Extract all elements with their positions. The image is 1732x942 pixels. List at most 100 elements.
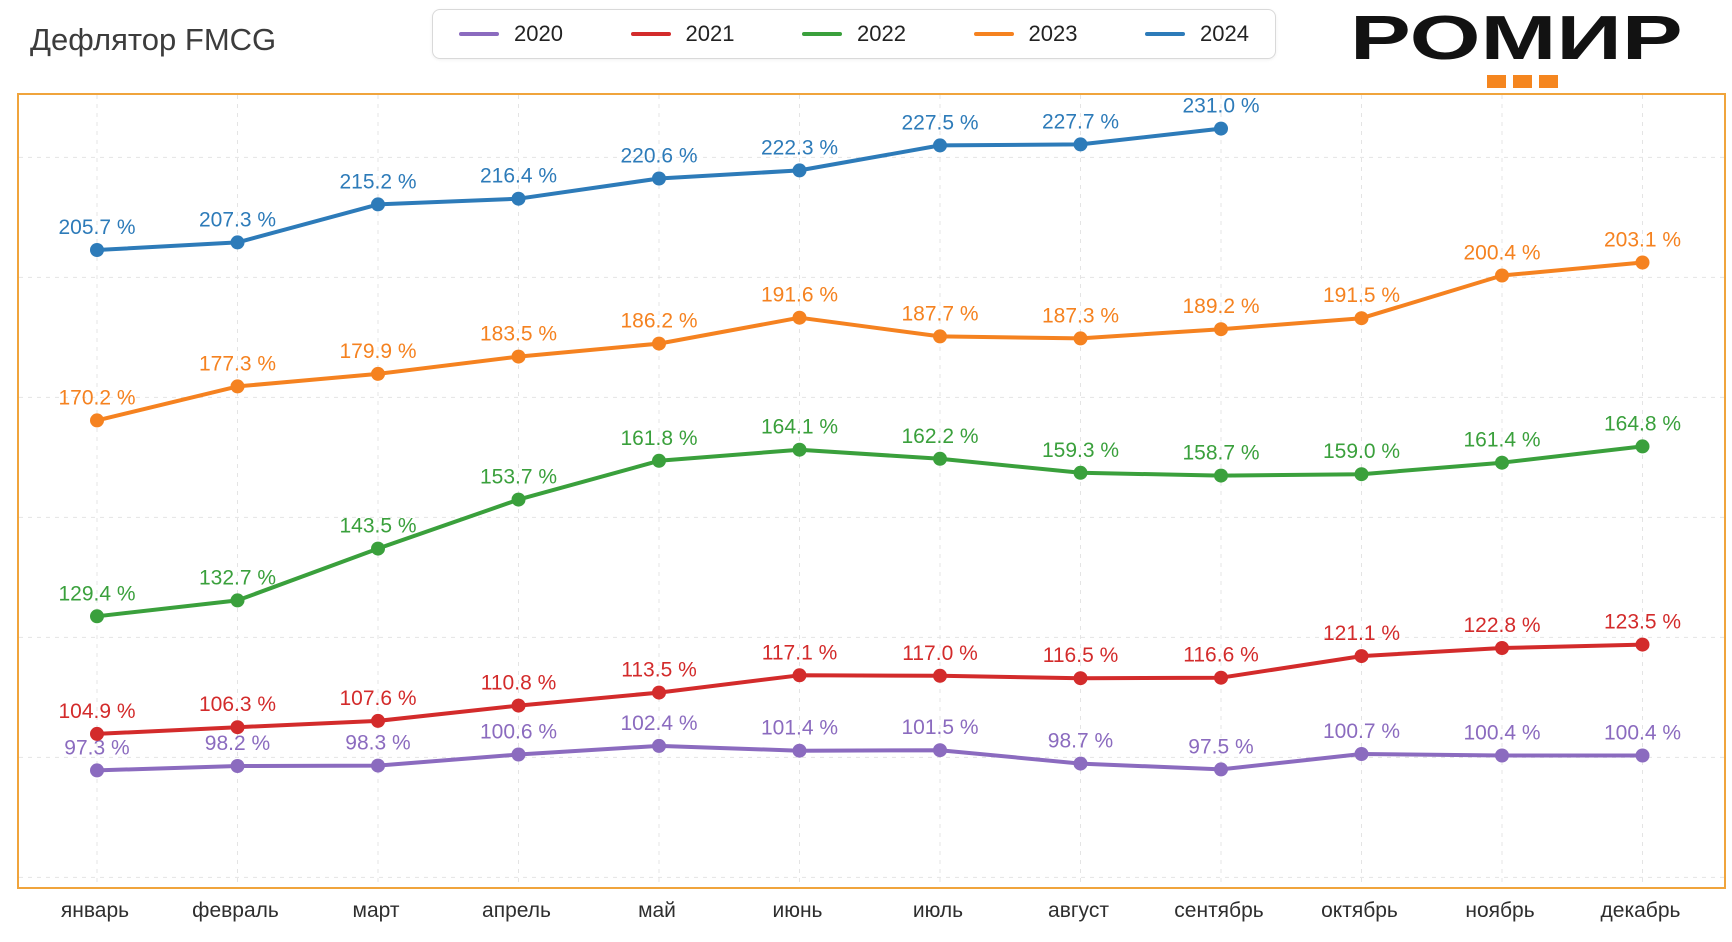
data-label-2020: 97.5 % [1188, 735, 1253, 758]
data-point-2023 [933, 329, 947, 344]
data-label-2023: 170.2 % [58, 386, 135, 409]
legend-item-2021: 2021 [630, 21, 735, 47]
data-label-2020: 100.4 % [1604, 722, 1681, 745]
data-point-2022 [1495, 455, 1509, 470]
data-point-2023 [90, 413, 104, 428]
series-line-2020 [95, 743, 1645, 773]
data-label-2023: 203.1 % [1604, 229, 1681, 252]
x-axis-label-7: июль [912, 899, 964, 922]
x-axis-label-12: декабрь [1600, 899, 1681, 922]
data-label-2022: 158.7 % [1182, 442, 1259, 465]
data-label-2024: 227.5 % [901, 111, 978, 134]
data-label-2024: 222.3 % [761, 136, 838, 159]
x-axis-label-3: март [352, 899, 400, 922]
logo-square-icon [1513, 75, 1532, 89]
legend-swatch-icon [630, 32, 671, 36]
data-label-2023: 186.2 % [620, 310, 697, 333]
x-axis-label-9: сентябрь [1174, 899, 1264, 922]
data-point-2022 [1635, 439, 1650, 454]
data-point-2024 [90, 243, 104, 257]
data-label-2021: 104.9 % [58, 700, 135, 723]
data-point-2022 [371, 541, 385, 556]
data-point-2020 [1635, 748, 1650, 763]
data-point-2024 [792, 163, 807, 178]
data-label-2022: 129.4 % [58, 582, 135, 605]
data-label-2021: 110.8 % [481, 672, 557, 695]
data-point-2023 [511, 349, 526, 364]
data-label-2023: 187.7 % [901, 302, 978, 325]
legend-swatch-icon [459, 32, 499, 36]
data-label-2020: 100.4 % [1463, 722, 1540, 745]
data-point-2020 [792, 743, 807, 758]
chart-legend: 2020 2021 2022 2023 2024 [432, 9, 1276, 59]
data-label-2020: 101.4 % [761, 717, 838, 740]
data-label-2020: 100.7 % [1323, 720, 1400, 743]
data-label-2022: 161.4 % [1463, 429, 1540, 452]
data-point-2022 [1073, 465, 1088, 480]
data-label-2024: 207.3 % [199, 208, 276, 231]
romir-logo-text: РОМИР [1350, 4, 1683, 73]
data-label-2020: 98.2 % [205, 732, 270, 755]
data-label-2021: 116.6 % [1183, 644, 1259, 667]
data-point-2021 [1495, 641, 1509, 655]
data-label-2021: 116.5 % [1043, 644, 1119, 667]
data-point-2020 [1495, 748, 1509, 763]
data-point-2024 [371, 197, 385, 212]
data-label-2023: 191.5 % [1323, 284, 1400, 307]
romir-logo: РОМИР [1350, 6, 1718, 89]
data-label-2021: 107.6 % [339, 687, 416, 710]
data-label-2024: 220.6 % [620, 145, 697, 168]
data-point-2020 [1354, 747, 1369, 761]
data-point-2022 [511, 492, 526, 507]
data-label-2023: 179.9 % [339, 340, 416, 363]
legend-label: 2024 [1200, 21, 1249, 46]
x-axis-label-8: август [1048, 899, 1109, 922]
data-point-2023 [792, 310, 807, 325]
data-label-2022: 159.0 % [1323, 440, 1400, 463]
data-point-2022 [933, 451, 947, 466]
x-axis-label-4: апрель [482, 899, 551, 922]
data-label-2022: 159.3 % [1042, 439, 1119, 462]
data-point-2023 [371, 366, 385, 381]
data-point-2024 [511, 191, 526, 206]
x-axis-label-10: октябрь [1321, 899, 1398, 922]
data-point-2021 [230, 720, 245, 735]
data-label-2022: 153.7 % [480, 466, 557, 489]
data-label-2023: 191.6 % [761, 284, 838, 307]
logo-square-icon [1487, 75, 1506, 89]
legend-label: 2020 [514, 21, 563, 46]
data-point-2022 [90, 609, 104, 624]
data-point-2023 [652, 336, 666, 351]
data-point-2024 [1214, 121, 1228, 136]
logo-square-icon [1539, 75, 1558, 89]
legend-item-2022: 2022 [802, 21, 906, 47]
data-label-2023: 187.3 % [1042, 304, 1119, 327]
data-label-2021: 113.5 % [621, 659, 697, 682]
x-axis-label-2: февраль [192, 899, 279, 922]
legend-swatch-icon [802, 32, 842, 36]
data-point-2022 [652, 453, 666, 468]
data-label-2023: 189.2 % [1182, 295, 1259, 318]
data-label-2024: 227.7 % [1042, 110, 1119, 133]
data-label-2021: 117.1 % [762, 641, 838, 664]
legend-item-2023: 2023 [973, 21, 1077, 47]
data-point-2024 [652, 171, 666, 186]
x-axis-label-6: июнь [772, 899, 823, 922]
legend-label: 2021 [685, 21, 735, 46]
legend-item-2024: 2024 [1145, 21, 1249, 47]
series-line-2021 [95, 642, 1645, 736]
data-label-2022: 143.5 % [339, 515, 416, 538]
series-line-2022 [95, 444, 1645, 619]
data-point-2022 [230, 593, 245, 608]
data-point-2021 [1635, 637, 1650, 652]
data-point-2020 [90, 763, 104, 778]
x-axis-label-11: ноябрь [1465, 899, 1535, 922]
data-label-2023: 177.3 % [199, 352, 276, 375]
data-point-2023 [1214, 322, 1228, 337]
data-point-2021 [792, 668, 807, 683]
data-point-2020 [652, 738, 666, 753]
data-point-2022 [792, 442, 807, 457]
data-label-2020: 98.7 % [1048, 730, 1113, 753]
chart-plot-area: 97.3 % 98.2 % 98.3 % 100.6 % 102.4 % 101.4 % 1… [17, 93, 1726, 889]
data-point-2020 [230, 759, 245, 773]
